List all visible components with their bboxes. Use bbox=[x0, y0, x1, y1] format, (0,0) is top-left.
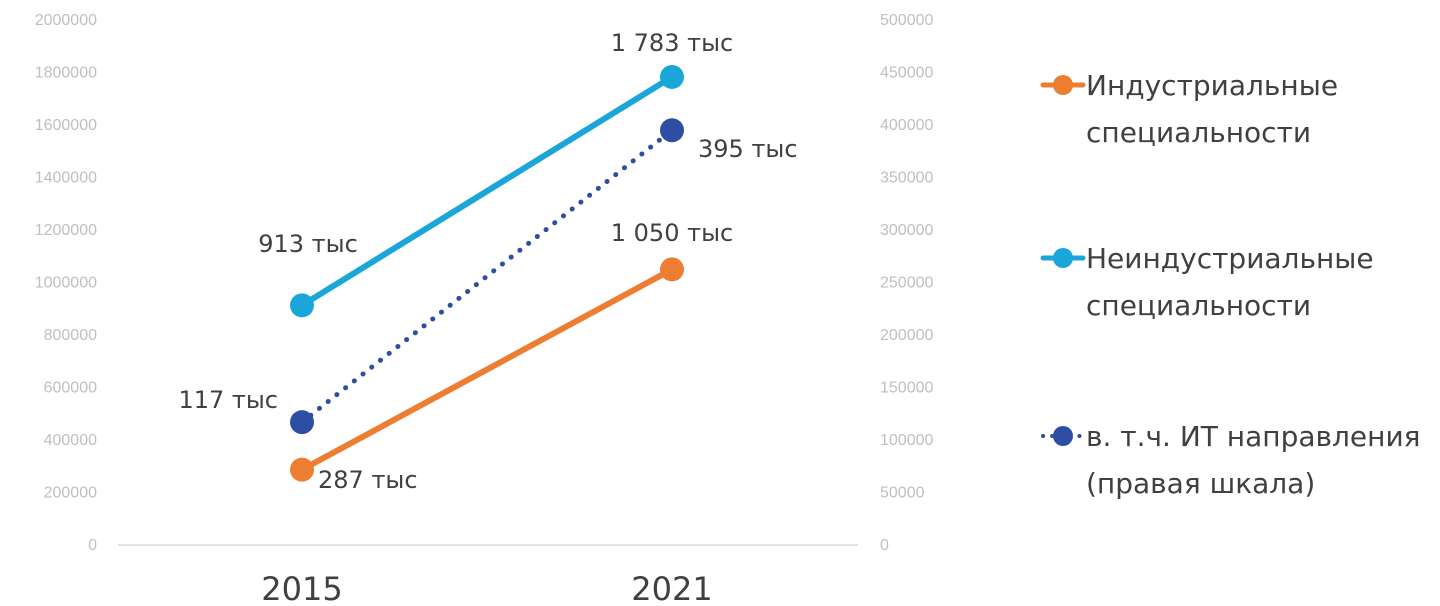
series-1-point-1 bbox=[660, 64, 684, 89]
legend-label: специальности bbox=[1086, 116, 1311, 149]
right-axis-tick-label: 100000 bbox=[880, 432, 933, 449]
legend-label: Неиндустриальные bbox=[1086, 242, 1374, 275]
series-0-point-1 bbox=[660, 257, 684, 282]
data-label: 117 тыс bbox=[178, 386, 278, 414]
data-label: 287 тыс bbox=[318, 466, 418, 494]
series-2-point-0 bbox=[290, 410, 314, 435]
right-axis-tick-label: 200000 bbox=[880, 327, 933, 344]
legend-label: в. т.ч. ИТ направления bbox=[1086, 420, 1420, 453]
series-0-point-0 bbox=[290, 457, 314, 482]
right-axis-tick-label: 350000 bbox=[880, 170, 933, 187]
right-axis-tick-label: 400000 bbox=[880, 117, 933, 134]
left-axis-tick-label: 600000 bbox=[44, 380, 97, 397]
left-axis-tick-label: 1000000 bbox=[35, 275, 97, 292]
left-axis-tick-label: 0 bbox=[88, 537, 97, 554]
series-2-point-1 bbox=[660, 118, 684, 143]
x-axis-category-label: 2015 bbox=[261, 570, 342, 606]
legend-marker-2 bbox=[1053, 426, 1073, 446]
legend-label: (правая шкала) bbox=[1086, 467, 1315, 500]
right-axis-tick-label: 50000 bbox=[880, 485, 925, 502]
data-label: 395 тыс bbox=[698, 135, 798, 163]
series-line-2 bbox=[299, 127, 675, 425]
left-axis-tick-label: 400000 bbox=[44, 432, 97, 449]
left-axis-tick-label: 2000000 bbox=[35, 12, 97, 29]
legend-label: Индустриальные bbox=[1086, 69, 1338, 102]
right-axis-tick-label: 300000 bbox=[880, 222, 933, 239]
right-axis-tick-label: 500000 bbox=[880, 12, 933, 29]
data-label: 913 тыс bbox=[258, 230, 358, 258]
left-axis-tick-label: 200000 bbox=[44, 485, 97, 502]
left-axis-tick-label: 1400000 bbox=[35, 170, 97, 187]
series-1-point-0 bbox=[290, 293, 314, 318]
left-axis-tick-label: 1600000 bbox=[35, 117, 97, 134]
data-label: 1 783 тыс bbox=[611, 29, 733, 57]
x-axis-category-label: 2021 bbox=[631, 570, 712, 606]
right-axis-tick-label: 0 bbox=[880, 537, 889, 554]
right-axis-tick-label: 250000 bbox=[880, 275, 933, 292]
right-axis-tick-label: 450000 bbox=[880, 65, 933, 82]
legend-marker-1 bbox=[1053, 248, 1073, 268]
legend-label: специальности bbox=[1086, 289, 1311, 322]
left-axis-tick-label: 1800000 bbox=[35, 65, 97, 82]
series-line-1 bbox=[299, 73, 675, 309]
series-line-0 bbox=[299, 266, 675, 473]
legend-marker-0 bbox=[1053, 75, 1073, 95]
left-axis-tick-label: 1200000 bbox=[35, 222, 97, 239]
right-axis-tick-label: 150000 bbox=[880, 380, 933, 397]
data-label: 1 050 тыс bbox=[611, 219, 733, 247]
left-axis-tick-label: 800000 bbox=[44, 327, 97, 344]
